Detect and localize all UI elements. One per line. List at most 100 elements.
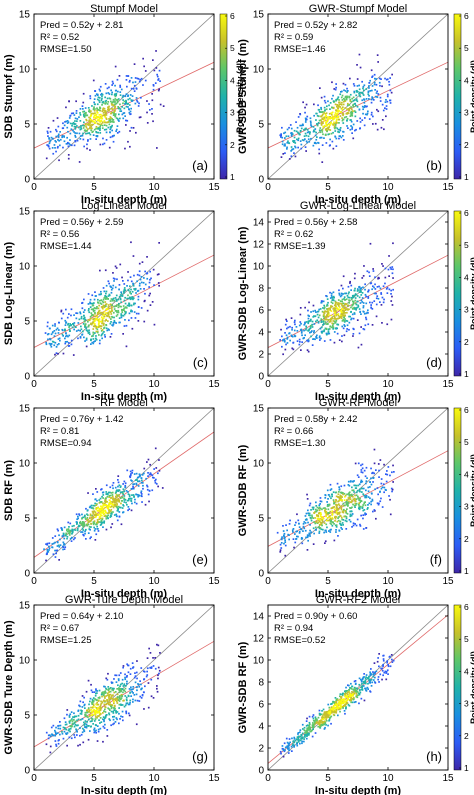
data-point	[320, 320, 323, 322]
data-point	[112, 324, 114, 327]
data-point	[49, 139, 52, 142]
data-point	[99, 85, 102, 88]
data-point	[143, 65, 145, 68]
data-point	[309, 327, 311, 330]
data-point	[101, 333, 103, 336]
data-point	[140, 276, 143, 278]
data-point	[101, 491, 104, 494]
data-point	[103, 113, 106, 116]
data-point	[314, 338, 316, 341]
data-point	[85, 524, 88, 526]
data-point	[102, 305, 104, 308]
data-point	[311, 506, 314, 509]
data-point	[134, 672, 136, 674]
data-point	[320, 528, 323, 531]
data-point	[130, 499, 132, 502]
data-point	[45, 743, 48, 746]
data-point	[339, 302, 341, 305]
data-point	[320, 96, 323, 99]
data-point	[98, 714, 101, 716]
data-point	[57, 136, 60, 139]
data-point	[120, 88, 123, 91]
data-point	[317, 521, 320, 524]
data-point	[339, 695, 341, 698]
data-point	[339, 295, 342, 298]
colorbar-tick-label: 3	[464, 502, 469, 512]
data-point	[300, 143, 303, 146]
data-point	[107, 314, 110, 316]
data-point	[340, 284, 343, 287]
data-point	[72, 112, 75, 115]
data-point	[53, 144, 56, 146]
data-point	[143, 678, 145, 681]
data-point	[129, 296, 131, 299]
data-point	[148, 489, 151, 492]
data-point	[98, 117, 101, 119]
data-point	[356, 295, 359, 297]
data-point	[328, 144, 331, 147]
data-point	[45, 559, 47, 562]
data-point	[55, 549, 58, 552]
data-point	[344, 701, 346, 703]
data-point	[385, 480, 388, 483]
data-point	[47, 145, 50, 148]
data-point	[123, 480, 126, 483]
data-point	[85, 126, 88, 129]
data-point	[97, 307, 100, 310]
data-point	[375, 78, 378, 80]
data-point	[343, 484, 346, 487]
data-point	[109, 311, 112, 313]
data-point	[99, 704, 102, 707]
data-point	[118, 317, 121, 319]
data-point	[105, 295, 108, 298]
data-point	[323, 137, 325, 139]
data-point	[322, 300, 325, 303]
data-point	[121, 113, 124, 116]
data-point	[341, 500, 343, 502]
data-point	[374, 122, 377, 125]
data-point	[316, 509, 319, 512]
data-point	[76, 529, 79, 532]
data-point	[280, 136, 282, 138]
data-point	[107, 707, 109, 710]
data-point	[152, 88, 155, 91]
data-point	[356, 120, 359, 122]
data-point	[117, 481, 120, 484]
data-point	[92, 112, 95, 115]
data-point	[346, 311, 348, 314]
data-point	[57, 742, 60, 745]
data-point	[126, 663, 128, 666]
data-point	[343, 316, 345, 319]
data-point	[117, 485, 119, 488]
data-point	[108, 696, 110, 698]
data-point	[92, 333, 95, 336]
data-point	[137, 289, 140, 292]
data-point	[335, 86, 337, 89]
data-point	[332, 499, 335, 501]
data-point	[105, 324, 108, 327]
stats-line: Pred = 0.58y + 2.42	[274, 414, 357, 425]
data-point	[89, 115, 92, 118]
data-point	[151, 99, 154, 102]
data-point	[373, 509, 376, 511]
data-point	[316, 115, 319, 117]
data-point	[101, 101, 104, 104]
data-point	[352, 522, 355, 525]
data-point	[349, 493, 351, 496]
data-point	[56, 732, 59, 734]
data-point	[307, 539, 309, 542]
data-point	[318, 129, 321, 132]
data-point	[52, 553, 55, 556]
data-point	[107, 312, 110, 315]
data-point	[55, 726, 57, 729]
data-point	[331, 521, 334, 524]
plot-content	[34, 211, 214, 376]
data-point	[49, 734, 51, 736]
data-point	[319, 500, 322, 503]
data-point	[76, 734, 78, 736]
stats-line: Pred = 0.52y + 2.82	[274, 20, 357, 31]
data-point	[104, 103, 107, 105]
data-point	[70, 314, 72, 317]
data-point	[339, 106, 342, 108]
data-point	[57, 145, 59, 148]
